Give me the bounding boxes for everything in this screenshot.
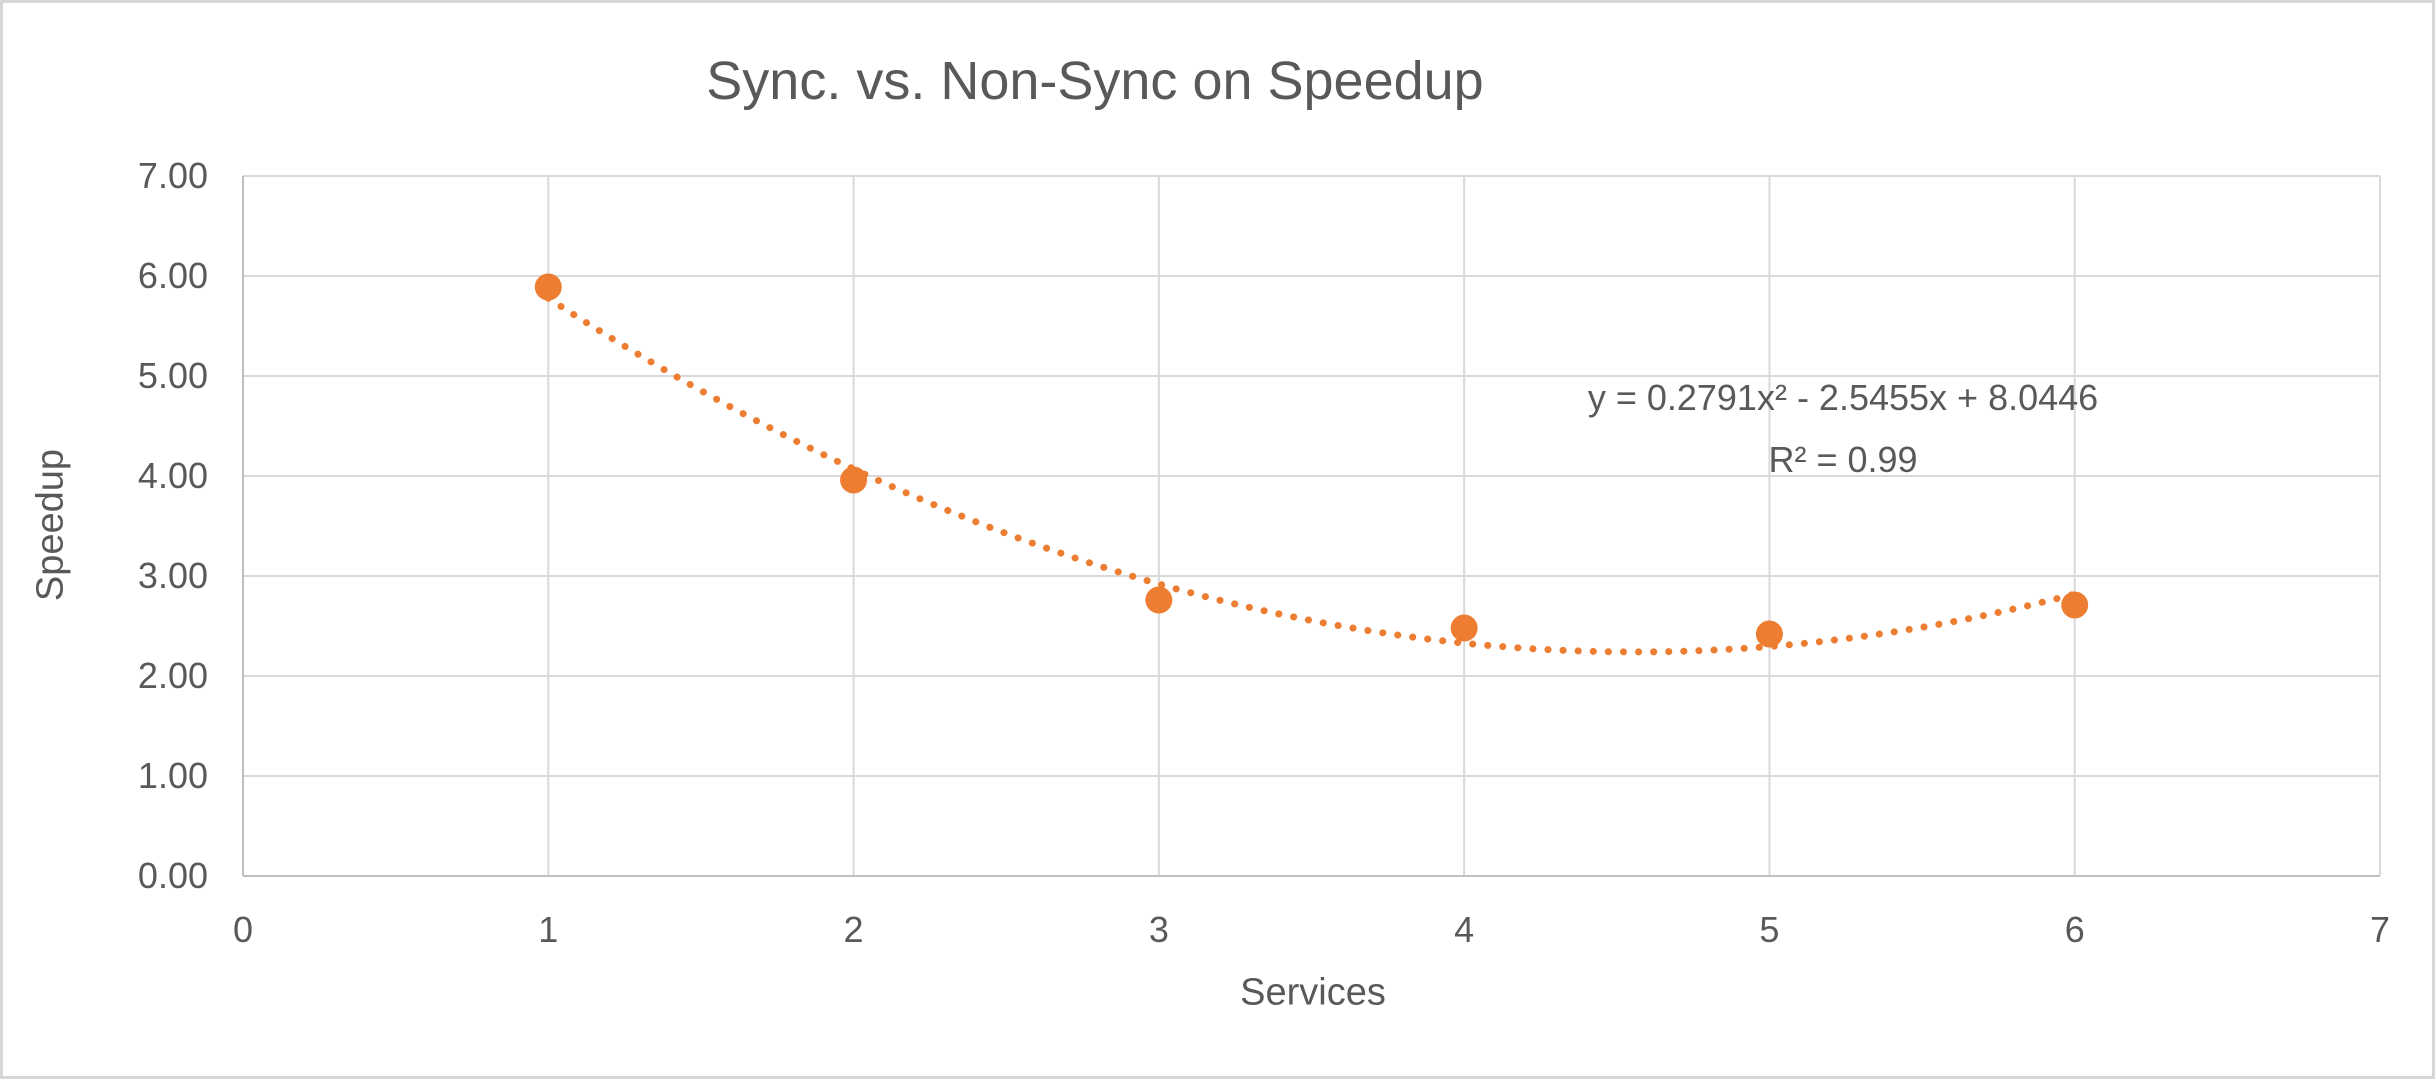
trendline-label: y = 0.2791x² - 2.5455x + 8.0446 R² = 0.9… (1443, 367, 2243, 491)
x-axis-tick: 3 (1148, 909, 1169, 950)
plot-area (242, 175, 2381, 877)
trendline-equation: y = 0.2791x² - 2.5455x + 8.0446 (1587, 377, 2099, 418)
x-axis-tick: 1 (538, 909, 559, 950)
data-point-marker (1755, 620, 1783, 648)
x-axis-tick: 2 (843, 909, 864, 950)
data-point-marker (2061, 591, 2089, 619)
y-axis-tick: 4.00 (137, 455, 208, 496)
data-point-marker (1145, 586, 1173, 614)
y-axis-tick: 2.00 (137, 655, 208, 696)
x-axis-tick: 5 (1759, 909, 1780, 950)
y-axis-tick: 6.00 (137, 255, 208, 296)
data-point-marker (534, 273, 562, 301)
trendline-dotted (544, 294, 2079, 656)
x-axis-title: Services (1240, 971, 1386, 1014)
x-axis-tick: 6 (2064, 909, 2085, 950)
y-axis-tick: 0.00 (137, 855, 208, 896)
y-axis-tick: 1.00 (137, 755, 208, 796)
chart-title: Sync. vs. Non-Sync on Speedup (706, 51, 1484, 111)
y-axis-tick: 7.00 (137, 155, 208, 196)
x-axis-tick: 4 (1454, 909, 1475, 950)
data-point-marker (1450, 614, 1478, 642)
x-axis-tick: 0 (232, 909, 254, 950)
data-point-marker (840, 466, 868, 494)
y-axis-tick: 3.00 (137, 555, 208, 596)
x-axis-tick: 7 (2369, 909, 2391, 950)
y-axis-tick: 5.00 (137, 355, 208, 396)
trendline-r-squared: R² = 0.99 (1768, 439, 1918, 480)
